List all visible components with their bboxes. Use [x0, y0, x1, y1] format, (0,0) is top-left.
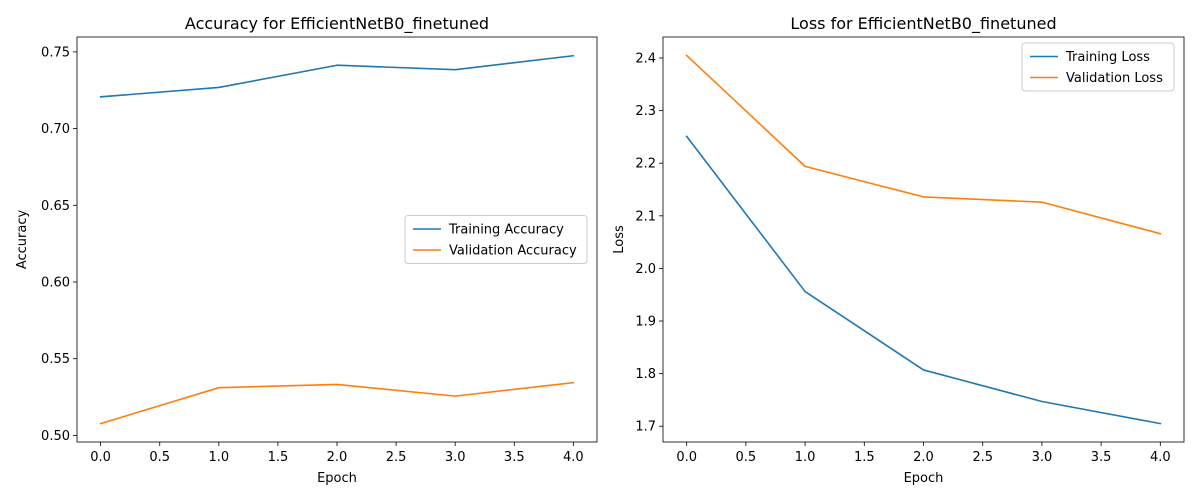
x-tick-label: 3.0: [1032, 450, 1053, 465]
x-tick-label: 1.5: [854, 450, 875, 465]
chart-title: Loss for EfficientNetB0_finetuned: [790, 14, 1056, 34]
y-tick-label: 2.0: [635, 262, 656, 277]
x-tick-label: 3.5: [1091, 450, 1112, 465]
y-tick-label: 2.2: [635, 157, 656, 172]
y-tick-label: 2.1: [635, 209, 656, 224]
y-tick-label: 0.55: [41, 352, 70, 367]
axes-frame: [662, 36, 1185, 443]
legend-label: Training Accuracy: [448, 223, 564, 238]
y-tick-label: 0.65: [41, 199, 70, 214]
y-tick-label: 1.7: [635, 420, 656, 435]
legend-label: Validation Loss: [1066, 71, 1163, 86]
chart-panel-2: Loss for EfficientNetB0_finetuned 0.0 0.5 1…: [612, 14, 1185, 486]
legend-label: Validation Accuracy: [449, 244, 577, 259]
legend-label: Training Loss: [1065, 50, 1150, 65]
series-line-2: [685, 54, 1162, 235]
x-tick-label: 3.0: [445, 450, 466, 465]
y-tick-label: 0.50: [41, 429, 70, 444]
y-tick-label: 0.60: [41, 275, 70, 290]
x-tick-label: 0.0: [676, 450, 697, 465]
y-axis-label: Loss: [612, 225, 627, 254]
x-tick-label: 1.5: [268, 450, 289, 465]
x-tick-label: 3.5: [504, 450, 525, 465]
legend-box: [404, 215, 588, 264]
x-tick-label: 1.0: [795, 450, 816, 465]
legend-box: [1021, 42, 1175, 92]
legend: Training Accuracy Validation Accuracy: [404, 215, 588, 264]
chart-panel-1: Accuracy for EfficientNetB0_finetuned 0.0…: [15, 14, 598, 486]
legend: Training Loss Validation Loss: [1021, 42, 1175, 92]
x-tick-label: 2.5: [386, 450, 407, 465]
series-line-1: [685, 135, 1162, 425]
y-tick-label: 2.4: [635, 52, 656, 67]
x-axis-label: Epoch: [904, 471, 944, 486]
y-tick-label: 1.9: [635, 315, 656, 330]
y-axis-label: Accuracy: [15, 210, 30, 270]
y-tick-label: 0.70: [41, 122, 70, 137]
series-line-1: [99, 54, 575, 98]
series-line-2: [99, 381, 575, 425]
x-tick-label: 1.0: [208, 450, 229, 465]
x-tick-label: 2.0: [327, 450, 348, 465]
x-tick-label: 2.5: [972, 450, 993, 465]
x-tick-label: 0.5: [149, 450, 170, 465]
x-tick-label: 2.0: [913, 450, 934, 465]
y-tick-label: 1.8: [635, 367, 656, 382]
y-tick-label: 2.3: [635, 104, 656, 119]
x-tick-label: 4.0: [1150, 450, 1171, 465]
y-tick-label: 0.75: [41, 45, 70, 60]
x-axis-label: Epoch: [317, 471, 357, 486]
x-tick-label: 0.5: [736, 450, 757, 465]
x-tick-label: 0.0: [90, 450, 111, 465]
x-tick-label: 4.0: [563, 450, 584, 465]
chart-title: Accuracy for EfficientNetB0_finetuned: [185, 14, 489, 34]
